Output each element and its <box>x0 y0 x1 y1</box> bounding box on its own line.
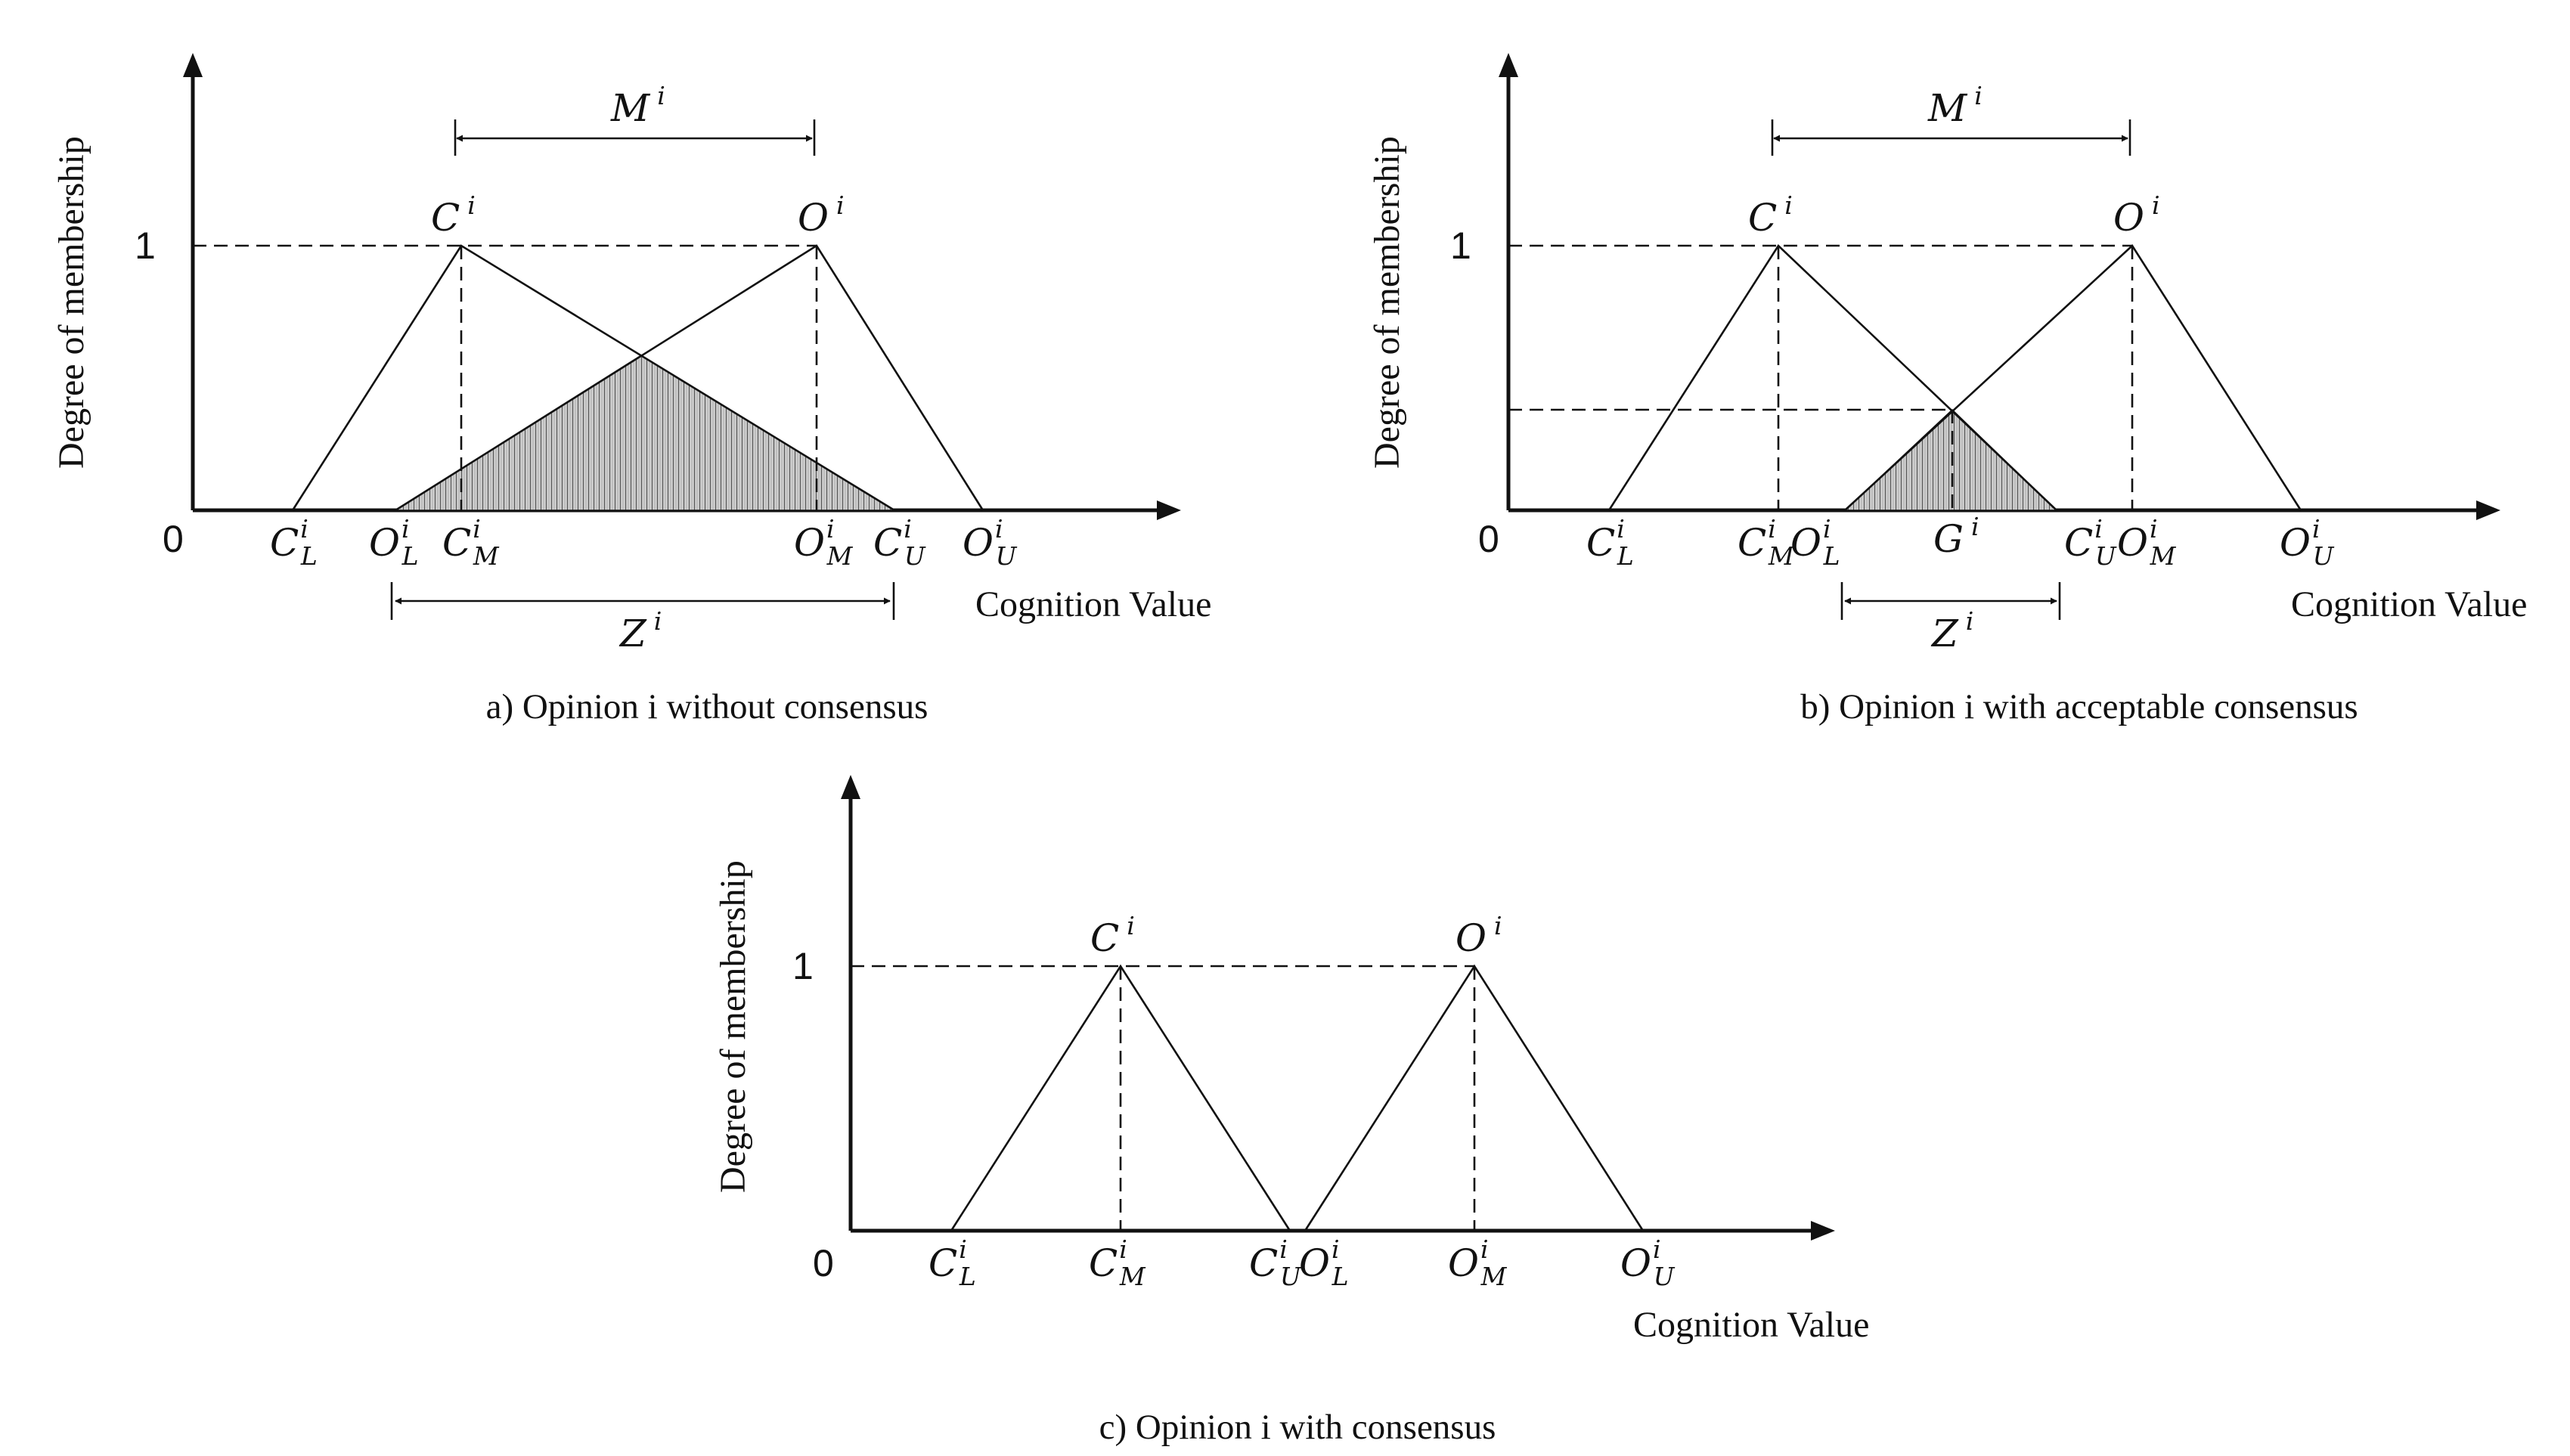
c-membership-function <box>950 964 1291 1231</box>
origin-label: 0 <box>1478 518 1499 560</box>
x-tick-label: Ci U <box>873 514 926 571</box>
y-axis-label: Degree of membership <box>713 860 753 1193</box>
x-tick-label: Oi M <box>1448 1235 1508 1291</box>
overlap-area <box>393 355 897 511</box>
x-tick-label: Ci M <box>1089 1235 1146 1291</box>
y-tick-one: 1 <box>135 225 156 267</box>
y-axis-label: Degree of membership <box>51 136 91 469</box>
x-tick-label: Oi U <box>1620 1235 1676 1291</box>
origin-label: 0 <box>813 1242 834 1284</box>
x-tick-label: Ci L <box>1586 514 1634 571</box>
panel-caption: c) Opinion i with consensus <box>1099 1408 1496 1447</box>
c-membership-function <box>1607 243 2057 511</box>
x-tick-label: Oi L <box>1299 1235 1348 1291</box>
origin-label: 0 <box>163 518 184 560</box>
x-tick-label: Oi L <box>369 514 418 571</box>
x-tick-label: Oi U <box>963 514 1018 571</box>
x-axis-arrow <box>1811 1221 1835 1241</box>
x-tick-label: Ci L <box>270 514 318 571</box>
x-axis-arrow <box>1157 500 1181 520</box>
o-membership-function <box>1844 243 2302 511</box>
y-axis-label: Degree of membership <box>1367 136 1407 469</box>
panel-a: 0 1 Degree of membership Cognition Value… <box>51 53 1211 726</box>
x-axis-label: Cognition Value <box>2291 584 2527 624</box>
panel-b: 0 1 Degree of membership Cognition Value… <box>1367 53 2527 726</box>
x-tick-label: Ci U <box>1249 1235 1302 1291</box>
overlap-area <box>1843 408 2058 511</box>
x-tick-label: Ci L <box>928 1235 976 1291</box>
x-axis-label: Cognition Value <box>975 584 1211 624</box>
x-axis-label: Cognition Value <box>1633 1305 1869 1345</box>
y-axis-arrow <box>183 53 203 77</box>
x-tick-label: Ci U <box>2064 514 2117 571</box>
y-tick-one: 1 <box>792 945 814 987</box>
y-tick-one: 1 <box>1450 225 1471 267</box>
x-tick-label: Oi M <box>2117 514 2177 571</box>
y-axis-arrow <box>841 775 860 799</box>
o-membership-function <box>395 244 984 512</box>
x-axis-arrow <box>2476 500 2500 520</box>
c-membership-function <box>291 244 895 512</box>
panel-caption: b) Opinion i with acceptable consensus <box>1800 687 2358 726</box>
panel-caption: a) Opinion i without consensus <box>486 687 928 726</box>
x-tick-label: Oi M <box>794 514 854 571</box>
y-axis-arrow <box>1499 53 1518 77</box>
o-membership-function <box>1304 964 1645 1231</box>
x-tick-label: Ci M <box>1738 514 1795 571</box>
x-tick-label: Ci M <box>442 514 500 571</box>
x-tick-label: Oi U <box>2280 514 2335 571</box>
panel-c: 0 1 Degree of membership Cognition Value… <box>713 775 1869 1447</box>
x-tick-label: Oi L <box>1790 514 1840 571</box>
